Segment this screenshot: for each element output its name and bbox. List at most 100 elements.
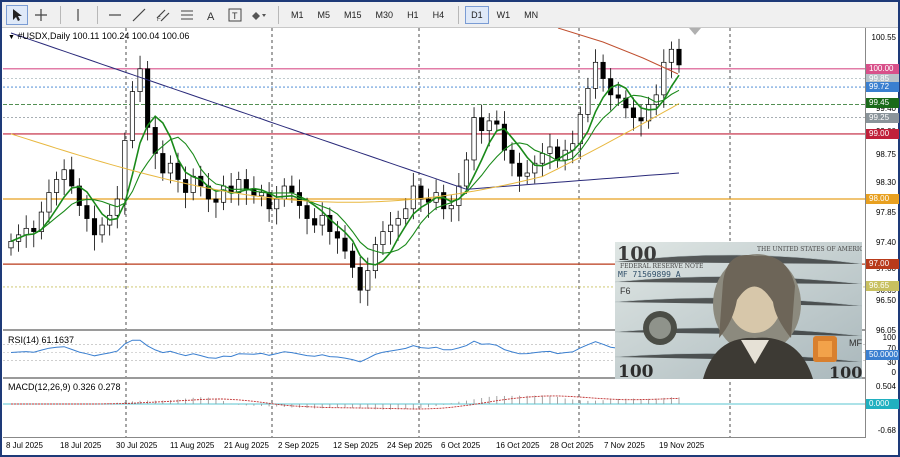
timeframe-h1[interactable]: H1 bbox=[407, 9, 419, 20]
text-label-button[interactable]: T bbox=[224, 5, 246, 25]
bull-candle bbox=[122, 140, 128, 200]
bull-candle bbox=[410, 185, 416, 210]
denomination-bottom-left: 100 bbox=[618, 362, 654, 379]
horizontal-line-icon bbox=[109, 13, 121, 16]
price-tick-label: 100.55 bbox=[871, 33, 896, 42]
timeframe-m1[interactable]: M1 bbox=[291, 9, 304, 20]
symbol-quote: #USDX,Daily 100.11 100.24 100.04 100.06 bbox=[17, 31, 190, 41]
crosshair-icon bbox=[35, 8, 47, 21]
bull-candle bbox=[539, 153, 545, 164]
bear-candle bbox=[600, 61, 606, 79]
macd-pane-separator[interactable] bbox=[3, 377, 898, 379]
banknote-bank: FEDERAL RESERVE NOTE bbox=[620, 263, 703, 270]
banknote-corner-code: MF bbox=[849, 338, 862, 348]
macd-tick-label: 0.504 bbox=[875, 382, 896, 391]
bull-candle bbox=[471, 117, 477, 161]
cursor-icon bbox=[13, 8, 22, 21]
bear-candle bbox=[160, 153, 166, 174]
bear-candle bbox=[509, 149, 515, 164]
text-tool-button[interactable]: A bbox=[200, 5, 222, 25]
bear-candle bbox=[630, 107, 637, 118]
svg-text:F: F bbox=[157, 17, 161, 22]
bull-candle bbox=[585, 87, 591, 115]
timeframe-mn[interactable]: MN bbox=[524, 9, 539, 20]
cursor-tool-button[interactable] bbox=[6, 4, 28, 25]
bull-candle bbox=[137, 68, 143, 92]
date-label: 7 Nov 2025 bbox=[604, 441, 645, 450]
date-label: 16 Oct 2025 bbox=[496, 441, 540, 450]
macd-tick-label: -0.68 bbox=[877, 426, 896, 435]
date-label: 6 Oct 2025 bbox=[441, 441, 481, 450]
bull-candle bbox=[387, 224, 394, 232]
denomination-bottom-right: 100 bbox=[829, 363, 862, 379]
price-level-tag: 100.00 bbox=[866, 64, 899, 74]
bear-candle bbox=[334, 231, 340, 239]
price-level-tag: 99.72 bbox=[866, 82, 899, 92]
shapes-button[interactable] bbox=[248, 5, 270, 25]
timeframe-d1[interactable]: D1 bbox=[465, 5, 489, 24]
bear-candle bbox=[357, 267, 363, 291]
price-level-tag: 99.45 bbox=[866, 98, 899, 108]
horizontal-line-button[interactable] bbox=[104, 5, 126, 25]
bull-candle bbox=[53, 179, 60, 193]
trendline-button[interactable] bbox=[128, 5, 150, 25]
price-axis[interactable]: 100.55 100.00 99.72 99.40 99.00 98.75 98.30 97.… bbox=[865, 28, 899, 438]
macd-title: MACD(12,26,9) 0.326 0.278 bbox=[8, 382, 121, 392]
bull-candle bbox=[220, 185, 227, 203]
channel-button[interactable]: F bbox=[152, 5, 174, 25]
bear-candle bbox=[213, 198, 219, 203]
svg-text:T: T bbox=[232, 11, 238, 21]
bear-candle bbox=[31, 227, 37, 232]
bear-candle bbox=[69, 169, 75, 187]
crosshair-tool-button[interactable] bbox=[30, 5, 52, 25]
bear-candle bbox=[304, 205, 310, 219]
price-level-tag: 99.00 bbox=[866, 129, 899, 139]
timeframe-m5[interactable]: M5 bbox=[317, 9, 331, 20]
ma-medium-line bbox=[10, 89, 680, 254]
bull-candle bbox=[99, 224, 105, 236]
vertical-line-button[interactable] bbox=[67, 5, 89, 25]
date-label: 2 Sep 2025 bbox=[278, 441, 319, 450]
toolbar-separator bbox=[97, 5, 98, 24]
svg-text:A: A bbox=[207, 11, 215, 22]
price-tick-label: 98.75 bbox=[875, 150, 896, 159]
bull-candle bbox=[274, 198, 280, 210]
bear-candle bbox=[494, 120, 500, 125]
bull-candle bbox=[258, 192, 265, 197]
symbol-info: ▼ #USDX,Daily 100.11 100.24 100.04 100.0… bbox=[8, 31, 189, 41]
bull-candle bbox=[380, 231, 386, 245]
timeframe-h4[interactable]: H4 bbox=[432, 9, 445, 20]
time-axis[interactable]: 8 Jul 2025 18 Jul 2025 30 Jul 2025 11 Aug 2… bbox=[3, 437, 865, 455]
timeframe-w1[interactable]: W1 bbox=[496, 9, 511, 20]
bull-candle bbox=[403, 208, 409, 219]
ma-gold-line bbox=[10, 103, 680, 203]
timeframe-m15[interactable]: M15 bbox=[344, 9, 362, 20]
date-label: 19 Nov 2025 bbox=[659, 441, 705, 450]
bear-candle bbox=[350, 250, 356, 268]
bull-candle bbox=[46, 192, 52, 213]
drawing-toolbar: F A T M1 M5 M15 M30 H1 H4 D1 W1 MN bbox=[2, 2, 898, 28]
denomination-top-left: 100 bbox=[617, 243, 657, 265]
bear-candle bbox=[175, 162, 181, 180]
bull-candle bbox=[38, 211, 44, 232]
bear-candle bbox=[152, 127, 158, 154]
date-label: 24 Sep 2025 bbox=[387, 441, 433, 450]
bull-candle bbox=[61, 169, 67, 180]
price-level-tag: 99.25 bbox=[866, 113, 899, 123]
price-level-tag: 99.85 bbox=[866, 74, 899, 84]
bull-candle bbox=[395, 218, 401, 226]
rsi-tick-label: 100 bbox=[882, 333, 896, 342]
text-icon: A bbox=[207, 11, 215, 22]
date-label: 21 Aug 2025 bbox=[224, 441, 269, 450]
bear-candle bbox=[84, 205, 90, 219]
fibonacci-button[interactable] bbox=[176, 5, 198, 25]
bear-candle bbox=[183, 179, 189, 193]
fibonacci-icon bbox=[181, 10, 193, 19]
rsi-pane-separator[interactable] bbox=[3, 329, 898, 331]
bear-candle bbox=[638, 117, 644, 122]
bear-candle bbox=[342, 237, 348, 252]
timeframe-m30[interactable]: M30 bbox=[375, 9, 394, 20]
bear-candle bbox=[327, 214, 333, 232]
bull-candle bbox=[547, 146, 553, 154]
collapse-triangle-icon[interactable]: ▼ bbox=[8, 34, 15, 41]
